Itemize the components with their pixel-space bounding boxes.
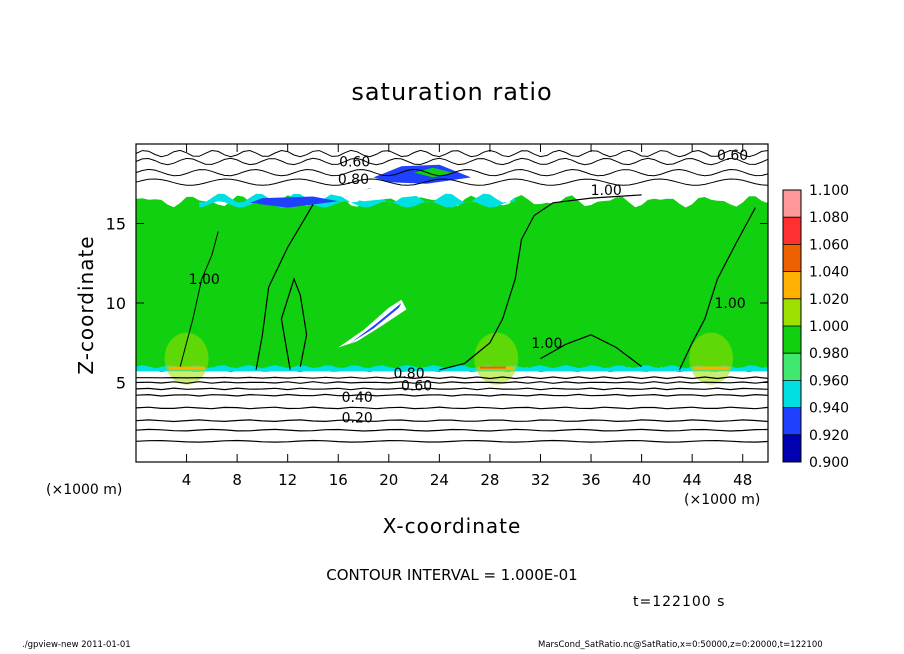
colorbar-swatch xyxy=(783,244,801,272)
program-footer: ./gpview-new 2011-01-01 xyxy=(22,640,131,650)
contour-label: 0.60 xyxy=(401,379,432,395)
colorbar-swatch xyxy=(783,434,801,462)
clear-gap-middle xyxy=(338,299,407,348)
clear-gap xyxy=(325,186,427,202)
x-unit-label-right: (×1000 m) xyxy=(684,492,761,508)
x-axis-label: X-coordinate xyxy=(382,514,522,538)
colorbar-label: 1.020 xyxy=(809,292,849,308)
contour-label: 1.00 xyxy=(189,272,220,288)
colorbar-swatch xyxy=(783,217,801,245)
y-axis-label: Z-coordinate xyxy=(74,235,98,375)
colorbar-swatch xyxy=(783,353,801,381)
y-tick-label: 15 xyxy=(106,215,126,234)
colorbar-label: 1.000 xyxy=(809,319,849,335)
chart-title: saturation ratio xyxy=(351,78,553,106)
x-tick-label: 16 xyxy=(329,471,348,489)
red-spot xyxy=(479,366,506,369)
contour-low xyxy=(135,393,769,397)
contour-1-00 xyxy=(678,207,756,371)
time-stamp: t=122100 s xyxy=(633,594,726,610)
contour-label: 0.80 xyxy=(393,366,424,382)
y-tick-label: 5 xyxy=(116,374,126,393)
contour-low xyxy=(136,376,769,380)
orange-spot xyxy=(168,366,205,370)
contour-label: 0.60 xyxy=(339,154,370,170)
contour-label: 1.00 xyxy=(591,183,622,199)
lime-spot xyxy=(689,332,734,385)
x-tick-label: 32 xyxy=(531,471,550,489)
x-tick-label: 20 xyxy=(379,471,398,489)
cyan-rim-bottom xyxy=(136,365,768,372)
y-tick-label: 10 xyxy=(106,294,126,313)
contour-high xyxy=(135,168,769,177)
x-unit-label-left: (×1000 m) xyxy=(46,482,123,498)
colorbar-label: 0.900 xyxy=(809,455,849,471)
contour-1-00 xyxy=(255,204,314,370)
orange-spot xyxy=(693,366,730,370)
colorbar-label: 1.060 xyxy=(809,237,849,253)
colorbar-label: 1.040 xyxy=(809,265,849,281)
contour-low xyxy=(135,387,769,391)
colorbar-swatch xyxy=(783,380,801,408)
contour-high xyxy=(135,149,769,158)
field-fills xyxy=(136,164,768,385)
blue-patch-top xyxy=(249,196,339,208)
saturated-region xyxy=(136,195,768,373)
contour-label: 0.60 xyxy=(717,148,748,164)
contour-1-00 xyxy=(280,277,308,370)
x-tick-label: 24 xyxy=(430,471,449,489)
contour-label: 1.00 xyxy=(531,336,562,352)
colorbar-swatch xyxy=(783,407,801,435)
contour-low xyxy=(135,419,769,423)
contour-high xyxy=(135,178,769,186)
colorbar-label: 0.960 xyxy=(809,373,849,389)
colorbar: 1.100 1.080 1.060 1.040 1.020 1.000 0.980 0.960… xyxy=(782,183,849,471)
lime-spot xyxy=(164,332,209,385)
colorbar-label: 0.920 xyxy=(809,428,849,444)
contour-label: 0.80 xyxy=(338,172,369,188)
lime-spot xyxy=(474,332,519,385)
x-tick-label: 44 xyxy=(683,471,702,489)
contour-labels: 0.600.800.601.001.001.001.000.800.600.40… xyxy=(189,148,749,426)
colorbar-swatch xyxy=(783,298,801,326)
colorbar-label: 0.940 xyxy=(809,401,849,417)
contour-label: 0.20 xyxy=(342,410,373,426)
x-tick-label: 4 xyxy=(182,471,192,489)
source-footer: MarsCond_SatRatio.nc@SatRatio,x=0:50000,… xyxy=(538,640,823,650)
contour-low xyxy=(135,439,769,443)
x-tick-label: 8 xyxy=(232,471,242,489)
contour-1-00 xyxy=(179,231,219,367)
contour-label: 0.40 xyxy=(342,390,373,406)
contour-label: 1.00 xyxy=(714,296,745,312)
x-tick-label: 40 xyxy=(632,471,651,489)
colorbar-swatch xyxy=(783,190,801,218)
x-tick-label: 12 xyxy=(278,471,297,489)
green-patch-upper xyxy=(414,167,452,178)
colorbar-swatch xyxy=(783,271,801,299)
x-tick-label: 48 xyxy=(733,471,752,489)
x-tick-label: 36 xyxy=(581,471,600,489)
contour-high xyxy=(135,157,769,166)
x-axis-ticks: 4 8 12 16 20 24 28 32 36 40 44 48 xyxy=(182,144,752,489)
contour-low xyxy=(135,406,769,410)
colorbar-label: 1.080 xyxy=(809,210,849,226)
contour-1-00 xyxy=(540,334,642,368)
colorbar-swatch xyxy=(783,326,801,354)
contour-1-00 xyxy=(439,194,642,371)
colorbar-label: 0.980 xyxy=(809,346,849,362)
y-axis-ticks: 5 10 15 xyxy=(106,215,768,393)
contour-interval: CONTOUR INTERVAL = 1.000E-01 xyxy=(326,566,578,584)
contour-low xyxy=(135,428,769,432)
colorbar-label: 1.100 xyxy=(809,183,849,199)
x-tick-label: 28 xyxy=(480,471,499,489)
contour-low xyxy=(135,381,769,384)
contour-lines xyxy=(135,149,769,443)
